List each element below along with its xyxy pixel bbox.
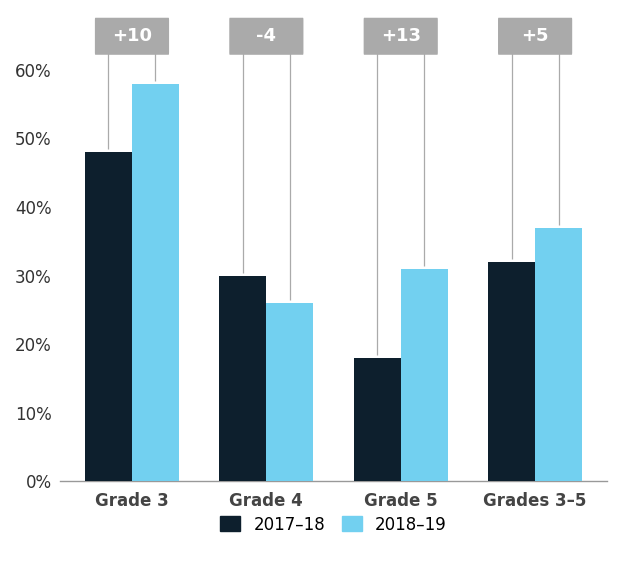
FancyBboxPatch shape xyxy=(230,18,304,55)
Bar xyxy=(354,358,401,481)
Bar xyxy=(132,84,179,481)
FancyBboxPatch shape xyxy=(95,18,169,55)
Bar xyxy=(401,269,448,481)
Text: +5: +5 xyxy=(521,27,549,45)
Text: +10: +10 xyxy=(112,27,152,45)
FancyBboxPatch shape xyxy=(364,18,438,55)
Bar xyxy=(535,228,582,481)
Bar xyxy=(220,275,266,481)
FancyBboxPatch shape xyxy=(498,18,572,55)
Bar xyxy=(488,262,535,481)
Text: -4: -4 xyxy=(256,27,276,45)
Bar xyxy=(266,303,313,481)
Bar xyxy=(85,152,132,481)
Legend: 2017–18, 2018–19: 2017–18, 2018–19 xyxy=(220,515,447,533)
Text: +13: +13 xyxy=(381,27,420,45)
